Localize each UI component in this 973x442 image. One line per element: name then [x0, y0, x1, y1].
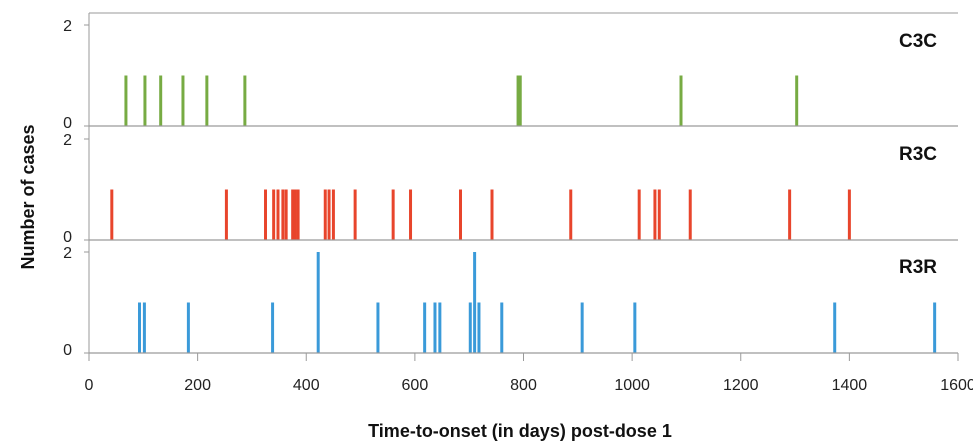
- panel-label: R3R: [899, 257, 937, 278]
- x-tick-label: 0: [85, 377, 94, 394]
- x-tick-label: 600: [402, 377, 429, 394]
- y-tick-label: 0: [63, 115, 72, 132]
- panel-label: R3C: [899, 144, 937, 165]
- x-axis-title: Time-to-onset (in days) post-dose 1: [368, 421, 672, 441]
- panel-label: C3C: [899, 31, 937, 52]
- panel-r3r: 0 2 R3R: [63, 239, 958, 359]
- y-axis-title: Number of cases: [18, 124, 38, 269]
- y-tick-label: 2: [63, 132, 72, 149]
- x-tick-label: 400: [293, 377, 320, 394]
- x-tick-label: 200: [184, 377, 211, 394]
- x-tick-label: 800: [510, 377, 537, 394]
- x-tick-label: 1200: [723, 377, 759, 394]
- y-tick-label: 2: [63, 18, 72, 35]
- panel-c3c: 0 2 C3C: [63, 12, 958, 132]
- y-tick-label: 0: [63, 342, 72, 359]
- x-tick-label: 1400: [832, 377, 868, 394]
- x-tick-label: 1600: [940, 377, 973, 394]
- x-axis: 0 200 400 600 800 1000 1200 1400 1600: [85, 353, 973, 394]
- x-tick-label: 1000: [614, 377, 650, 394]
- y-tick-label: 0: [63, 229, 72, 246]
- panel-r3c: 0 2 R3C: [63, 125, 958, 246]
- y-tick-label: 2: [63, 245, 72, 262]
